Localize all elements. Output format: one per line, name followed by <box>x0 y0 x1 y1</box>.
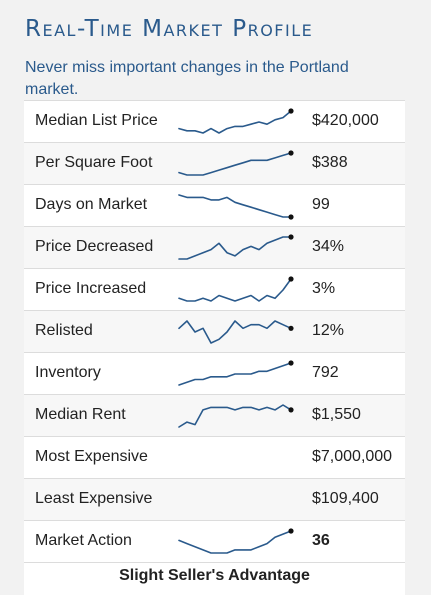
sparkline-trend-line <box>178 236 292 260</box>
sparkline-trend-line <box>178 152 292 176</box>
stat-value: $7,000,000 <box>312 448 393 465</box>
sparkline <box>178 108 294 134</box>
sparkline-trend-line <box>178 530 292 554</box>
stat-row-median-list-price: Median List Price $420,000 <box>24 101 405 143</box>
sparkline <box>178 528 294 554</box>
stat-label: Market Action <box>35 532 132 549</box>
stat-label: Inventory <box>35 364 101 381</box>
sparkline <box>178 360 294 386</box>
sparkline-trend-line <box>178 404 292 428</box>
stat-row-price-decreased: Price Decreased 34% <box>24 227 405 269</box>
sparkline <box>178 320 294 344</box>
stat-row-inventory: Inventory 792 <box>24 353 405 395</box>
stat-row-per-square-foot: Per Square Foot $388 <box>24 143 405 185</box>
stat-value: 792 <box>312 364 339 381</box>
sparkline <box>178 150 294 176</box>
stat-row-days-on-market: Days on Market 99 <box>24 185 405 227</box>
market-stats-table: Median List Price $420,000 Per Square Fo… <box>24 100 405 595</box>
sparkline-endpoint <box>288 150 294 156</box>
sparkline-endpoint <box>288 214 294 220</box>
stat-value: $420,000 <box>312 112 379 129</box>
stat-value: 12% <box>312 322 345 339</box>
stat-row-median-rent: Median Rent $1,550 <box>24 395 405 437</box>
stat-row-most-expensive: Most Expensive $7,000,000 <box>24 437 405 479</box>
sparkline-trend-line <box>178 278 292 302</box>
sparkline <box>178 404 294 428</box>
sparkline-endpoint <box>288 407 294 413</box>
sparkline-trend-line <box>178 110 292 134</box>
market-action-verdict: Slight Seller's Advantage <box>119 567 310 584</box>
stat-label: Relisted <box>35 322 93 339</box>
widget-title: Real-Time Market Profile <box>25 16 314 42</box>
stat-value: $109,400 <box>312 490 379 507</box>
stat-value: $388 <box>312 154 348 171</box>
stat-label: Per Square Foot <box>35 154 153 171</box>
stat-value: 3% <box>312 280 336 297</box>
stat-label: Price Decreased <box>35 238 154 255</box>
stat-row-relisted: Relisted 12% <box>24 311 405 353</box>
sparkline-endpoint <box>288 234 294 240</box>
stat-label: Days on Market <box>35 196 148 213</box>
sparkline-endpoint <box>288 325 294 331</box>
sparkline-trend-line <box>178 194 292 218</box>
market-action-score: 36 <box>312 532 330 549</box>
stat-value: 34% <box>312 238 345 255</box>
sparkline <box>178 234 294 260</box>
stat-label: Price Increased <box>35 280 147 297</box>
sparkline-endpoint <box>288 360 294 366</box>
sparkline-trend-line <box>178 362 292 386</box>
widget-subtitle: Never miss important changes in the Port… <box>25 59 349 98</box>
sparkline-endpoint <box>288 108 294 114</box>
sparkline <box>178 276 294 302</box>
stat-row-least-expensive: Least Expensive $109,400 <box>24 479 405 521</box>
sparkline-trend-line <box>178 320 292 344</box>
stat-value: $1,550 <box>312 406 361 423</box>
stat-label: Median Rent <box>35 406 126 423</box>
sparkline <box>178 194 294 220</box>
market-action-summary: Slight Seller's Advantage <box>24 563 405 595</box>
sparkline-endpoint <box>288 276 294 282</box>
stat-row-price-increased: Price Increased 3% <box>24 269 405 311</box>
stat-label: Least Expensive <box>35 490 153 507</box>
stat-row-market-action: Market Action 36 <box>24 521 405 563</box>
sparkline-endpoint <box>288 528 294 534</box>
stat-value: 99 <box>312 196 330 213</box>
stat-label: Most Expensive <box>35 448 148 465</box>
stat-label: Median List Price <box>35 112 158 129</box>
